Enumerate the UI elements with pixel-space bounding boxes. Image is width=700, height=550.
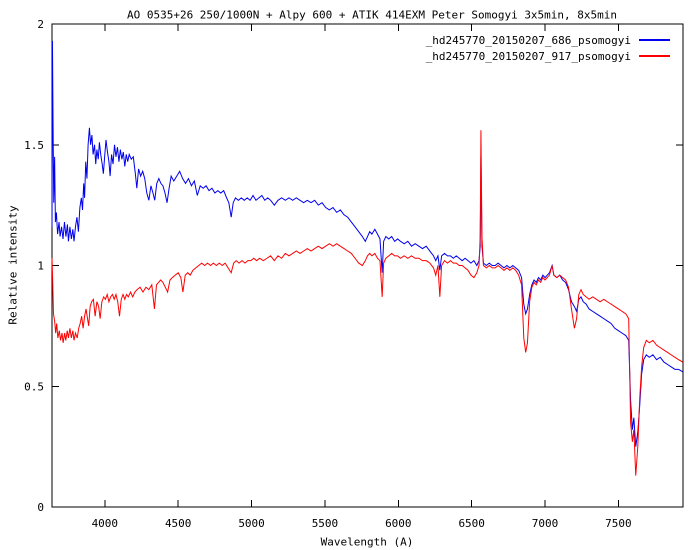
x-tick-label: 5000 bbox=[238, 517, 265, 530]
plot-border bbox=[51, 23, 684, 508]
y-axis-title: Relative intensity bbox=[6, 205, 20, 325]
y-tick-label: 0 bbox=[37, 501, 44, 514]
x-tick-label: 7000 bbox=[532, 517, 559, 530]
legend-label-917: _hd245770_20150207_917_psomogyi bbox=[425, 49, 631, 63]
x-tick-label: 6000 bbox=[385, 517, 412, 530]
chart-title: AO 0535+26 250/1000N + Alpy 600 + ATIK 4… bbox=[126, 8, 618, 22]
legend-label-686: _hd245770_20150207_686_psomogyi bbox=[425, 33, 631, 47]
x-tick-label: 4000 bbox=[92, 517, 119, 530]
x-tick-label: 4500 bbox=[165, 517, 192, 530]
y-tick-label: 2 bbox=[37, 18, 44, 31]
x-axis-title: Wavelength (A) bbox=[320, 535, 414, 549]
x-tick-label: 6500 bbox=[458, 517, 485, 530]
legend-entry-686: _hd245770_20150207_686_psomogyi bbox=[426, 32, 670, 48]
x-tick-label: 5500 bbox=[312, 517, 339, 530]
y-tick-label: 0.5 bbox=[24, 380, 44, 393]
legend-entry-917: _hd245770_20150207_917_psomogyi bbox=[426, 48, 670, 64]
legend-line-sample-917 bbox=[639, 55, 670, 57]
legend: _hd245770_20150207_686_psomogyi _hd24577… bbox=[426, 32, 670, 64]
x-tick-label: 7500 bbox=[605, 517, 632, 530]
y-tick-label: 1 bbox=[37, 260, 44, 273]
y-tick-label: 1.5 bbox=[24, 139, 44, 152]
spectrum-line-917 bbox=[51, 130, 683, 476]
legend-line-sample-686 bbox=[639, 39, 670, 41]
spectrum-line-686 bbox=[51, 40, 683, 447]
